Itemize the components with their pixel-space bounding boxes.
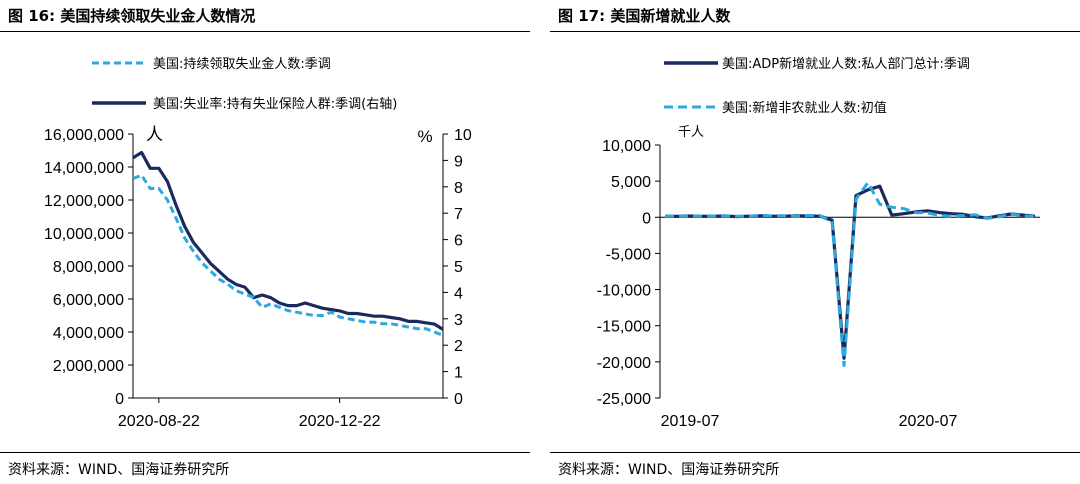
right-figure-panel: 图 17: 美国新增就业人数 -25,000 -20,000 -15,000 -10,… (550, 0, 1080, 484)
y-tick-label: 4,000,000 (53, 325, 124, 342)
y2-tick-label: 9 (454, 153, 463, 170)
y2-tick-label: 6 (454, 233, 463, 250)
y-tick-label: -10,000 (597, 283, 651, 300)
y2-tick-label: 4 (454, 285, 463, 302)
y-tick-label: 16,000,000 (44, 127, 124, 144)
x-tick-label: 2019-07 (661, 413, 720, 430)
y2-tick-label: 7 (454, 206, 463, 223)
y-tick-label: -15,000 (597, 319, 651, 336)
legend-label-adp: 美国:ADP新增就业人数:私人部门总计:季调 (722, 56, 970, 72)
y-tick-label: 8,000,000 (53, 259, 124, 276)
figure-16-title: 图 16: 美国持续领取失业金人数情况 (8, 7, 256, 25)
y-unit-label: 人 (146, 125, 163, 145)
y-tick-label: 10,000,000 (44, 226, 124, 243)
y-tick-label: 10,000 (602, 138, 651, 155)
top-divider (550, 31, 1080, 32)
y2-tick-label: 10 (454, 127, 472, 144)
y-tick-label: -20,000 (597, 355, 651, 372)
series-line-nonfarm (664, 181, 1036, 367)
legend-label-nonfarm: 美国:新增非农就业人数:初值 (722, 100, 887, 116)
y-tick-label: 0 (115, 391, 124, 408)
source-note: 资料来源：WIND、国海证券研究所 (558, 462, 780, 478)
series-line-unemployment-rate (132, 150, 444, 331)
y2-tick-label: 0 (454, 391, 463, 408)
y-tick-label: -25,000 (597, 391, 651, 408)
new-employment-chart: -25,000 -20,000 -15,000 -10,000 -5,000 0 5,000… (597, 56, 1040, 430)
x-tick-label: 2020-08-22 (118, 413, 200, 430)
x-tick-label: 2020-12-22 (299, 413, 381, 430)
y-tick-label: 14,000,000 (44, 160, 124, 177)
y2-tick-label: 1 (454, 365, 463, 382)
left-figure-panel: 图 16: 美国持续领取失业金人数情况 0 2,000,000 4,000,000 6… (0, 0, 530, 484)
y-tick-label: 0 (642, 210, 651, 227)
y-tick-label: 6,000,000 (53, 292, 124, 309)
y-tick-label: 12,000,000 (44, 193, 124, 210)
y-unit-label: 千人 (678, 125, 704, 140)
series-line-continuing-claims (132, 173, 444, 337)
figure-17-title: 图 17: 美国新增就业人数 (558, 7, 731, 25)
legend-label-rate: 美国:失业率:持有失业保险人群:季调(右轴) (153, 96, 397, 112)
unemployment-claims-chart: 0 2,000,000 4,000,000 6,000,000 8,000,000 10,… (44, 56, 472, 430)
bottom-divider (0, 452, 530, 453)
source-note: 资料来源：WIND、国海证券研究所 (8, 462, 230, 478)
x-tick-label: 2020-07 (899, 413, 958, 430)
top-divider (0, 31, 530, 32)
y-tick-label: 5,000 (611, 174, 651, 191)
y-tick-label: 2,000,000 (53, 358, 124, 375)
y2-unit-label: % (417, 127, 432, 146)
legend-label-claims: 美国:持续领取失业金人数:季调 (153, 56, 331, 72)
y2-tick-label: 8 (454, 180, 463, 197)
bottom-divider (550, 452, 1080, 453)
y-tick-label: -5,000 (606, 246, 651, 263)
y2-tick-label: 3 (454, 312, 463, 329)
y2-tick-label: 2 (454, 338, 463, 355)
y2-tick-label: 5 (454, 259, 463, 276)
